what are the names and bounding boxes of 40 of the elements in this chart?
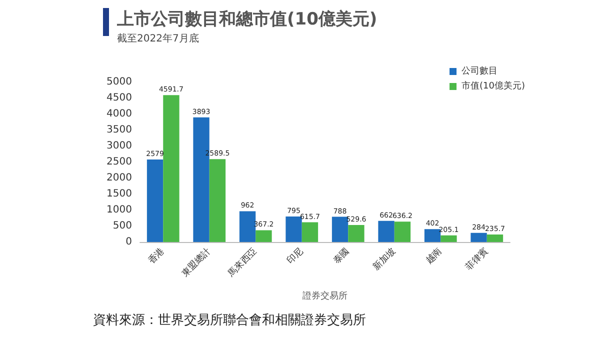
y-tick-label: 3500 [106, 124, 132, 136]
y-tick-label: 4500 [106, 92, 132, 104]
x-tick-label: 東盟總計 [180, 246, 213, 279]
bar [378, 220, 394, 242]
y-tick-label: 1000 [106, 204, 132, 216]
bar [348, 225, 364, 242]
y-tick-label: 5000 [106, 76, 132, 88]
chart-subtitle: 截至2022年7月底 [117, 32, 199, 44]
bar [209, 159, 226, 242]
x-axis-title: 證券交易所 [302, 290, 348, 302]
y-tick-label: 3000 [106, 140, 132, 152]
bar [470, 232, 487, 242]
y-tick-label: 1500 [106, 188, 132, 200]
bar [394, 222, 411, 242]
bar [239, 211, 256, 242]
bar [332, 216, 348, 242]
legend-label: 市值(10億美元) [462, 80, 526, 92]
bar [286, 216, 302, 242]
x-tick-label: 泰國 [331, 246, 352, 266]
bar [256, 230, 272, 242]
bar [146, 159, 164, 242]
source-note: 資料來源：世界交易所聯合會和相關證券交易所 [93, 312, 366, 328]
legend-label: 公司數目 [462, 66, 498, 76]
x-tick-label: 馬來西亞 [225, 246, 260, 280]
y-tick-label: 500 [112, 220, 132, 232]
chart-title: 上市公司數目和總市值(10億美元) [116, 10, 378, 30]
x-tick-label: 新加坡 [371, 246, 398, 273]
x-tick-label: 越南 [424, 246, 444, 266]
bar [486, 234, 504, 242]
y-tick-label: 4000 [106, 108, 132, 120]
x-tick-label: 印尼 [284, 246, 306, 266]
y-tick-label: 2000 [106, 172, 132, 184]
bar [424, 229, 441, 242]
y-tick-label: 2500 [106, 156, 132, 168]
bar [440, 235, 457, 242]
y-tick-label: 0 [126, 236, 132, 248]
x-tick-label: 菲律賓 [464, 246, 490, 273]
bar [302, 222, 318, 242]
bar [163, 95, 180, 242]
x-tick-label: 香港 [146, 246, 167, 266]
